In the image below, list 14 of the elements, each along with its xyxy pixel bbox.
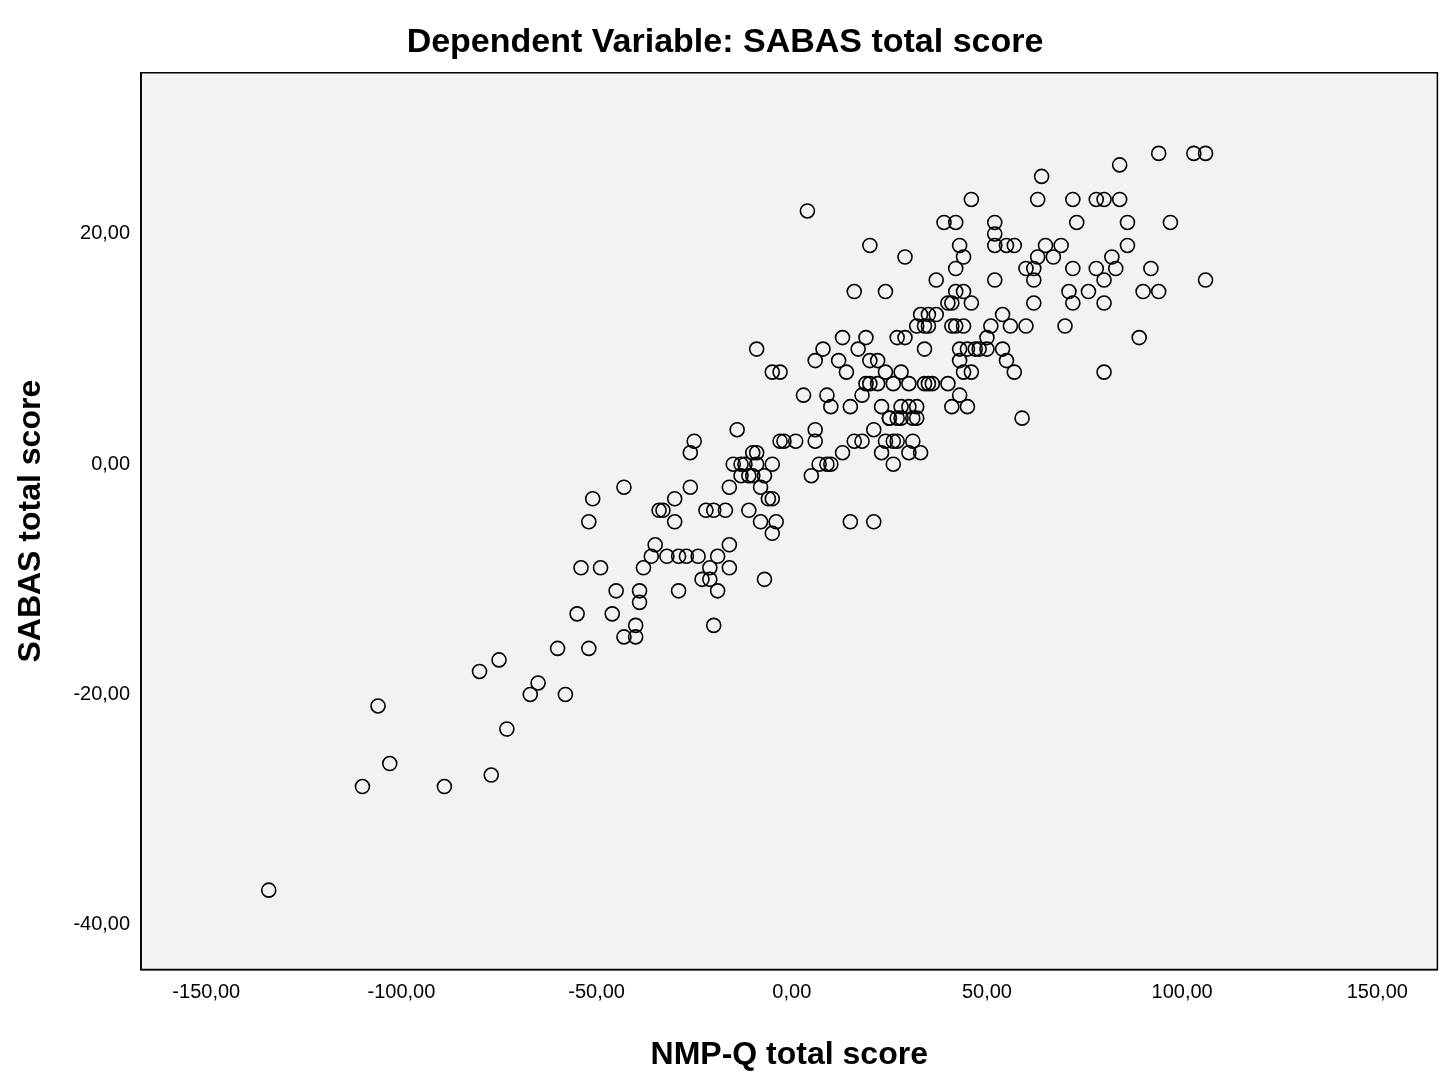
y-tick-label: 0,00: [91, 451, 131, 474]
x-tick-label: 150,00: [1346, 980, 1408, 1003]
x-tick-label: 100,00: [1151, 980, 1213, 1003]
chart-title: Dependent Variable: SABAS total score: [406, 20, 1044, 59]
x-axis-title: NMP-Q total score: [650, 1034, 928, 1071]
y-tick-label: -40,00: [73, 912, 131, 935]
x-tick-label: 50,00: [961, 980, 1012, 1003]
x-tick-label: -100,00: [367, 980, 436, 1003]
x-tick-label: 0,00: [772, 980, 812, 1003]
x-tick-label: -50,00: [568, 980, 625, 1003]
y-tick-label: -20,00: [73, 681, 131, 704]
y-axis-title: SABAS total score: [11, 379, 48, 663]
x-tick-label: -150,00: [172, 980, 241, 1003]
y-tick-label: 20,00: [80, 221, 131, 244]
